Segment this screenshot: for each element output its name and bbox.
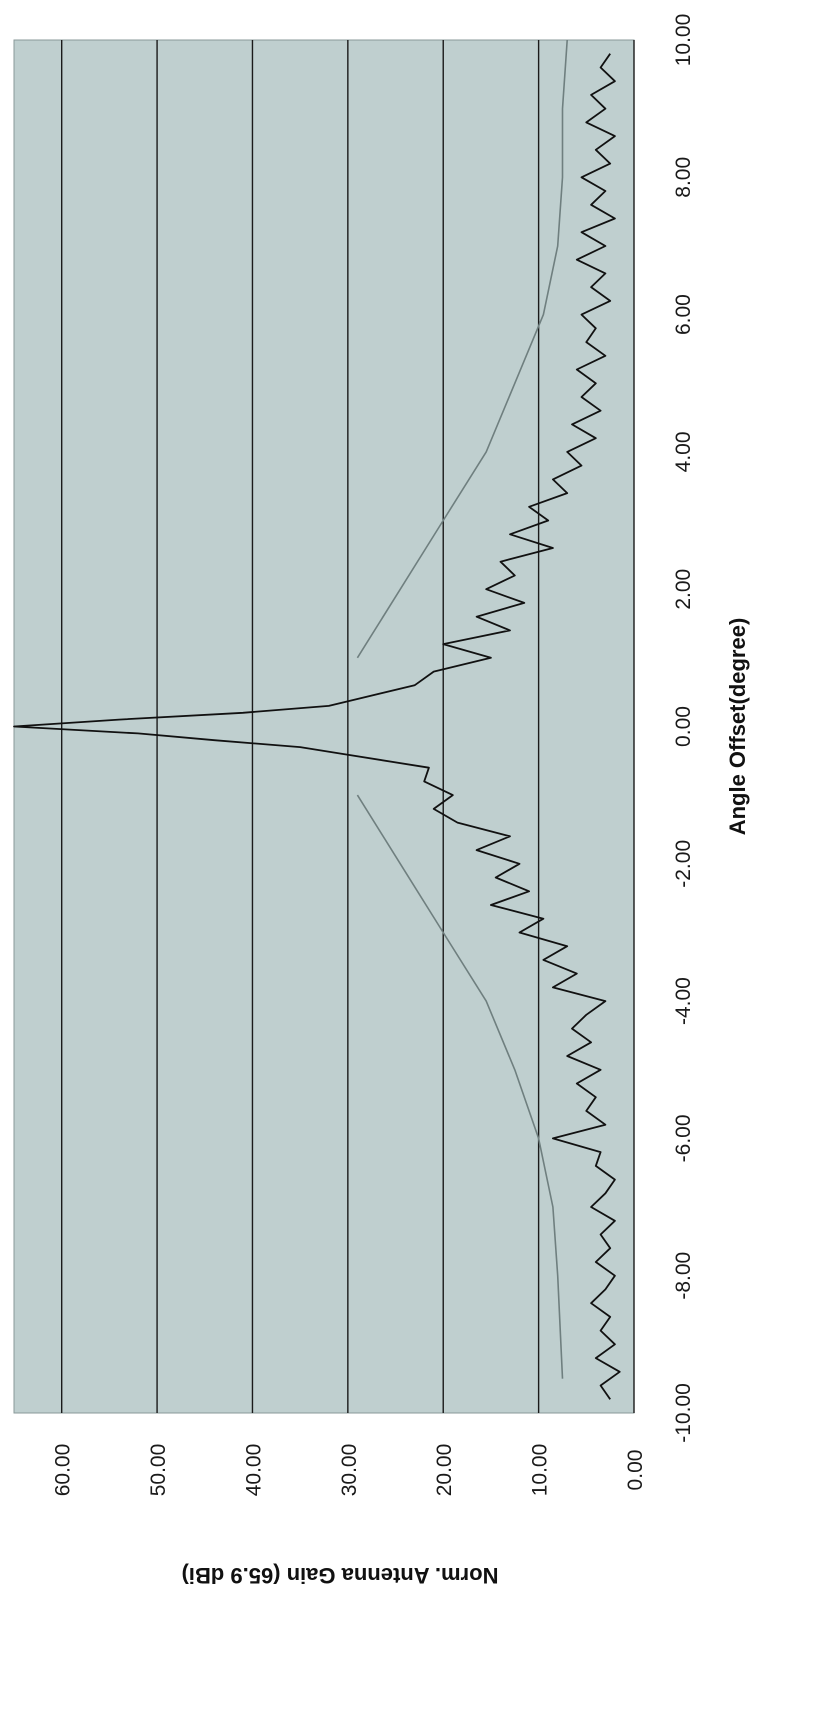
measured-series [13, 53, 621, 1400]
x-tick-label: 4.00 [672, 431, 695, 472]
x-tick-label: -6.00 [672, 1114, 695, 1162]
y-tick-label: 30.00 [338, 1444, 361, 1497]
y-tick-label: 50.00 [147, 1444, 170, 1497]
y-tick-label: 40.00 [242, 1444, 265, 1497]
grid-lines [60, 40, 635, 1413]
x-tick-label: -2.00 [672, 840, 695, 888]
y-tick-label: 60.00 [52, 1444, 75, 1497]
envelope-mask-line [356, 794, 564, 1379]
y-tick-label: 20.00 [433, 1444, 456, 1497]
x-tick-label: 0.00 [672, 706, 695, 747]
measured-pattern-line [13, 53, 621, 1400]
plot-area [13, 39, 635, 1414]
envelope-mask [356, 39, 568, 1379]
y-tick-label: 10.00 [529, 1444, 552, 1497]
x-axis-label: Angle Offset(degree) [725, 618, 750, 836]
x-tick-label: 10.00 [672, 14, 695, 67]
x-tick-label: -10.00 [672, 1383, 695, 1443]
y-axis-label: Norm. Antenna Gain (65.9 dBi) [181, 1563, 498, 1588]
x-tick-label: 6.00 [672, 294, 695, 335]
envelope-mask-line [356, 39, 568, 659]
x-tick-label: 2.00 [672, 569, 695, 610]
x-tick-label: -4.00 [672, 977, 695, 1025]
x-tick-label: -8.00 [672, 1252, 695, 1300]
y-tick-label: 0.00 [624, 1450, 647, 1491]
x-tick-labels: -10.00 -8.00 -6.00 -4.00 -2.00 0.00 2.00 4.00 6.… [672, 14, 695, 1443]
y-tick-labels: 0.00 10.00 20.00 30.00 40.00 50.00 60.00 [52, 1444, 647, 1497]
x-tick-label: 8.00 [672, 157, 695, 198]
